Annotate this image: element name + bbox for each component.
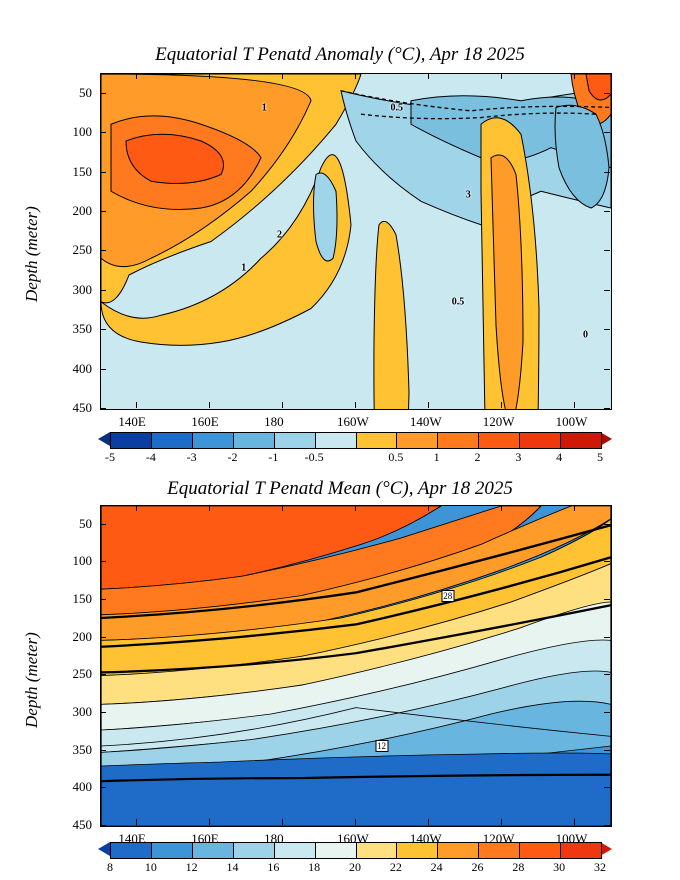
- ytick-label: 400: [73, 779, 93, 795]
- ytick-label: 100: [73, 553, 93, 569]
- colorbar-label: 22: [390, 860, 402, 875]
- mean-panel: Equatorial T Penatd Mean (°C), Apr 18 20…: [0, 0, 680, 880]
- ytick-label: 450: [73, 817, 93, 833]
- contour-label: 12: [375, 740, 388, 752]
- panel2-ylabel: Depth (meter): [22, 608, 42, 728]
- ytick-label: 300: [73, 704, 93, 720]
- colorbar-label: 26: [472, 860, 484, 875]
- contour-label: 28: [441, 590, 454, 602]
- panel2-svg: [101, 506, 611, 826]
- colorbar-label: 10: [145, 860, 157, 875]
- colorbar-label: 16: [267, 860, 279, 875]
- ytick-label: 150: [73, 591, 93, 607]
- colorbar: [110, 842, 602, 859]
- colorbar-label: 12: [186, 860, 198, 875]
- ytick-label: 250: [73, 666, 93, 682]
- colorbar-label: 32: [594, 860, 606, 875]
- panel2-plot-area: 2825222018161514121212101025222018161514: [100, 505, 612, 827]
- colorbar-label: 8: [107, 860, 113, 875]
- colorbar-label: 20: [349, 860, 361, 875]
- colorbar-label: 18: [308, 860, 320, 875]
- ytick-label: 50: [79, 516, 92, 532]
- panel2-title: Equatorial T Penatd Mean (°C), Apr 18 20…: [0, 478, 680, 500]
- colorbar-label: 28: [512, 860, 524, 875]
- ytick-label: 200: [73, 629, 93, 645]
- ytick-label: 350: [73, 742, 93, 758]
- colorbar-label: 30: [553, 860, 565, 875]
- colorbar-label: 14: [227, 860, 239, 875]
- colorbar-label: 24: [431, 860, 443, 875]
- colorbar-triangle-left: [98, 842, 110, 856]
